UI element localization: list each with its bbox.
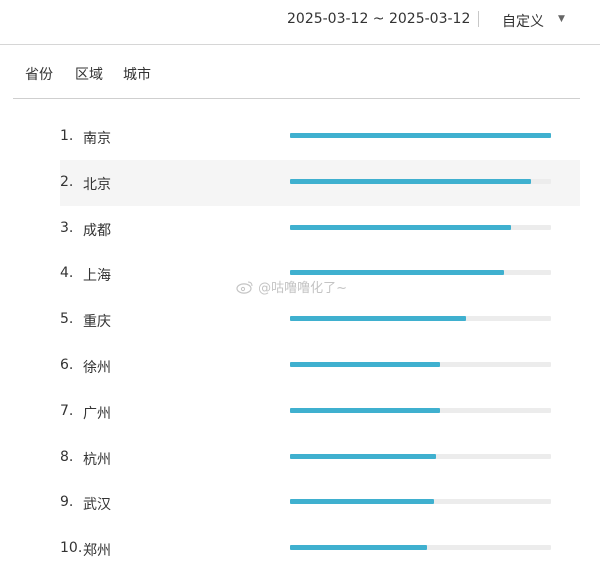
list-item[interactable]: 4. 上海	[0, 251, 600, 297]
bar-track	[290, 178, 551, 184]
bar-fill	[290, 407, 441, 413]
tab-city[interactable]: 城市	[123, 67, 151, 83]
city-name: 成都	[83, 222, 111, 239]
list-item[interactable]: 2. 北京	[60, 159, 580, 206]
custom-range-select[interactable]: 自定义	[502, 14, 544, 30]
city-name: 上海	[83, 268, 111, 285]
list-item[interactable]: 1. 南京	[0, 114, 600, 160]
bar-track	[290, 499, 551, 505]
rank-number: 8.	[60, 448, 74, 465]
rank-number: 3.	[60, 219, 74, 236]
city-name: 杭州	[83, 451, 111, 468]
rank-number: 2.	[60, 173, 74, 190]
city-name: 北京	[83, 176, 111, 193]
rank-number: 4.	[60, 265, 74, 282]
city-name: 武汉	[83, 497, 111, 514]
bar-fill	[290, 270, 505, 276]
bar-track	[290, 361, 551, 367]
bar-track	[290, 453, 551, 459]
list-item[interactable]: 8. 杭州	[0, 435, 600, 481]
bar-track	[290, 133, 551, 138]
bar-track	[290, 224, 551, 230]
rank-number: 10.	[60, 540, 83, 557]
watermark-text: @咕噜噜化了~	[258, 281, 348, 296]
rank-number: 1.	[60, 128, 74, 144]
tab-province[interactable]: 省份	[25, 67, 53, 83]
top-bar: 2025-03-12 ~ 2025-03-12 自定义 ▼	[0, 0, 600, 45]
rank-number: 7.	[60, 402, 74, 419]
divider	[478, 11, 479, 27]
date-range-display[interactable]: 2025-03-12 ~ 2025-03-12	[287, 11, 471, 27]
caret-down-icon[interactable]: ▼	[558, 14, 565, 24]
rank-number: 9.	[60, 494, 74, 511]
bar-fill	[290, 545, 428, 551]
tabs-divider	[13, 98, 580, 99]
list-item[interactable]: 9. 武汉	[0, 480, 600, 526]
list-item[interactable]: 7. 广州	[0, 389, 600, 435]
bar-fill	[290, 361, 441, 367]
city-name: 徐州	[83, 359, 111, 376]
city-name: 重庆	[83, 314, 111, 331]
bar-track	[290, 407, 551, 413]
tab-region[interactable]: 区域	[75, 67, 103, 83]
bar-fill	[290, 178, 532, 184]
city-name: 郑州	[83, 543, 111, 560]
bar-fill	[290, 453, 437, 459]
bar-fill	[290, 316, 467, 322]
city-name: 广州	[83, 405, 111, 422]
bar-fill	[290, 499, 434, 505]
rank-number: 5.	[60, 311, 74, 328]
list-item[interactable]: 10. 郑州	[0, 526, 600, 572]
bar-track	[290, 316, 551, 322]
weibo-icon	[236, 281, 253, 294]
list-item[interactable]: 5. 重庆	[0, 297, 600, 343]
bar-fill	[290, 224, 511, 230]
list-item[interactable]: 6. 徐州	[0, 343, 600, 389]
list-item[interactable]: 3. 成都	[0, 206, 600, 252]
bar-track	[290, 270, 551, 276]
city-name: 南京	[83, 131, 111, 147]
watermark: @咕噜噜化了~	[236, 277, 347, 296]
rank-number: 6.	[60, 356, 74, 373]
bar-track	[290, 545, 551, 551]
bar-fill	[290, 133, 551, 138]
city-ranking-list: 1. 南京 2. 北京 3. 成都 4. 上海 5. 重庆 6. 徐州 7. 广…	[0, 114, 600, 572]
